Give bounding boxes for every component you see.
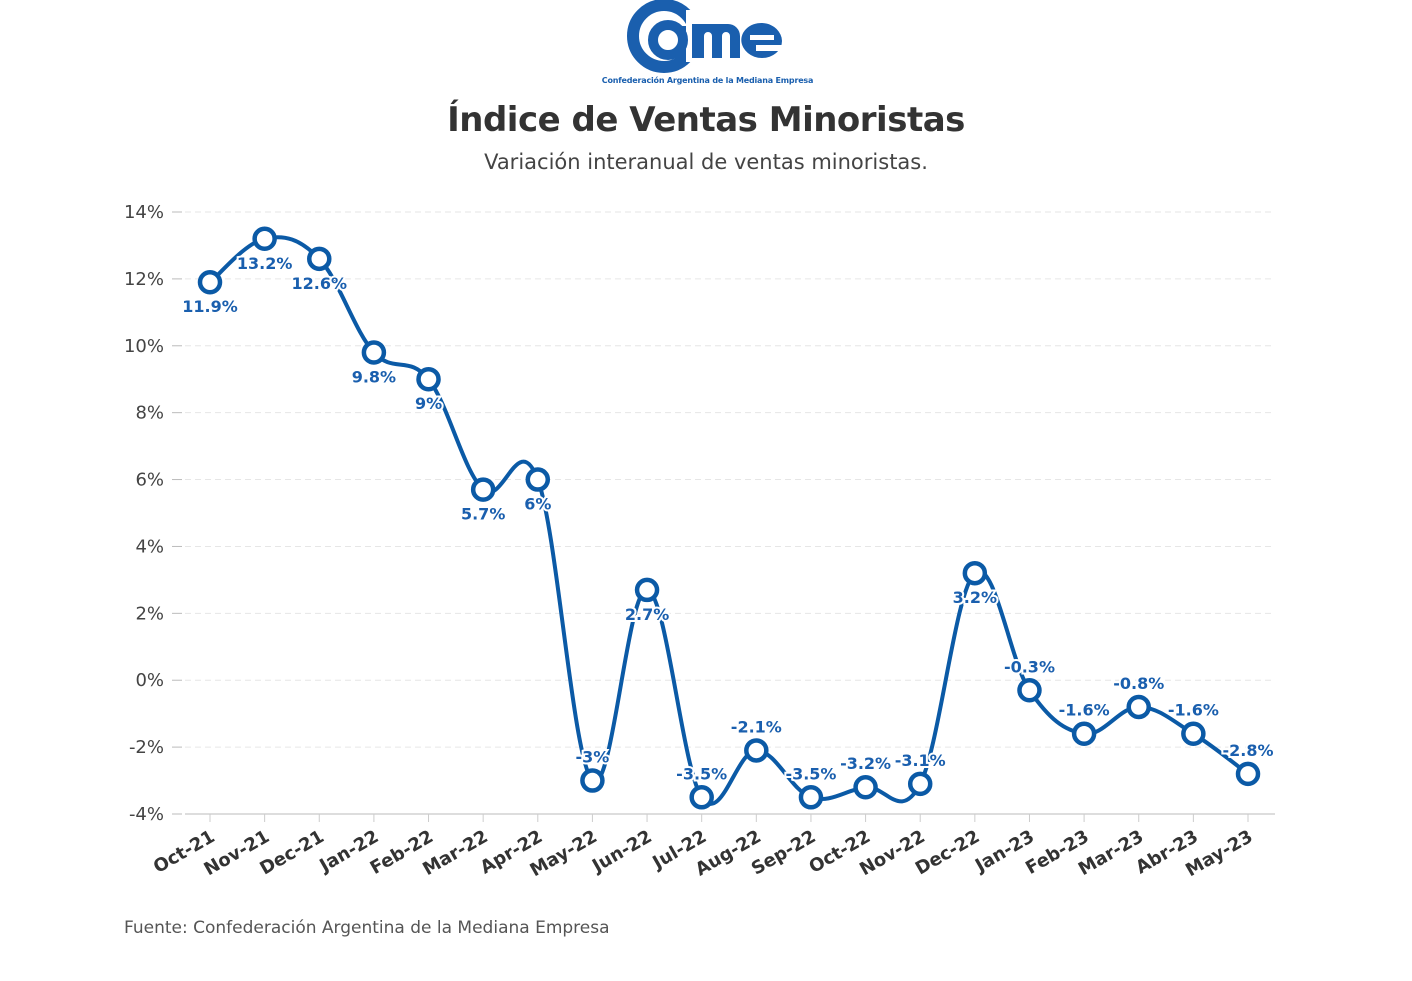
data-label: -0.3% [1004, 657, 1055, 676]
data-point [634, 577, 660, 603]
data-point [307, 246, 332, 272]
data-label: 12.6% [292, 274, 348, 293]
data-label: -3.2% [840, 754, 891, 773]
data-point [197, 269, 223, 295]
came-logo-mark [627, 0, 782, 73]
y-tick-label: 10% [124, 336, 164, 357]
source-note: Fuente: Confederación Argentina de la Me… [124, 918, 610, 938]
data-label: -2.8% [1222, 741, 1273, 760]
data-point [962, 560, 988, 586]
data-label: -1.6% [1059, 701, 1110, 720]
data-point [798, 785, 824, 810]
data-label: 9% [415, 394, 442, 413]
data-label: 3.2% [953, 588, 997, 607]
y-tick-label: 14% [124, 202, 164, 223]
data-point [744, 738, 769, 763]
data-point [1071, 721, 1097, 746]
data-point [470, 477, 496, 502]
data-label: -3.5% [676, 764, 727, 783]
chart-subtitle: Variación interanual de ventas minorista… [484, 150, 928, 174]
data-point [252, 226, 277, 252]
data-label: -1.6% [1168, 701, 1219, 720]
data-point [525, 467, 551, 492]
y-tick-label: 0% [135, 670, 164, 691]
y-tick-label: 12% [124, 269, 164, 290]
data-point [689, 785, 714, 810]
y-tick-label: -4% [129, 804, 164, 825]
data-point [580, 768, 605, 793]
data-point [1017, 678, 1042, 703]
data-point [1181, 721, 1206, 746]
data-point [1235, 761, 1261, 787]
data-label: 9.8% [352, 367, 396, 386]
data-point [416, 366, 441, 392]
data-label: 6% [524, 495, 551, 514]
came-logo: Confederación Argentina de la Mediana Em… [600, 0, 815, 92]
data-label: -0.8% [1113, 674, 1164, 693]
data-label: -2.1% [731, 717, 782, 736]
data-label: 11.9% [182, 297, 238, 316]
data-label: 2.7% [625, 605, 669, 624]
y-tick-label: 2% [135, 603, 164, 624]
data-point [907, 771, 933, 797]
chart-title: Índice de Ventas Minoristas [447, 100, 965, 140]
logo-caption: Confederación Argentina de la Mediana Em… [601, 76, 814, 85]
data-point [361, 340, 387, 365]
y-tick-label: 6% [135, 470, 164, 491]
x-tick-label: Jun-22 [587, 826, 655, 878]
data-label: -3% [576, 748, 610, 767]
data-point [1126, 694, 1151, 720]
data-label: -3.5% [785, 764, 836, 783]
y-tick-label: 4% [135, 536, 164, 557]
y-tick-label: -2% [129, 737, 164, 758]
y-tick-label: 8% [135, 403, 164, 424]
data-point [853, 774, 878, 800]
data-label: 5.7% [461, 505, 505, 524]
data-label: 13.2% [237, 254, 293, 273]
data-label: -3.1% [895, 751, 946, 770]
